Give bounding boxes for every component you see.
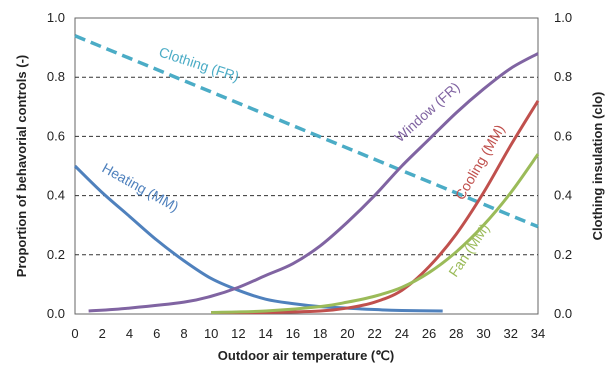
y-tick-label-4: 0.8: [47, 69, 65, 84]
x-tick-label-14: 14: [258, 326, 272, 341]
series-label-cooling-mm: Cooling (MM): [452, 122, 508, 203]
series-line-fan-mm: [211, 153, 540, 315]
series-line-window-fr: [88, 52, 539, 313]
x-tick-label-24: 24: [395, 326, 409, 341]
series-label-window-fr: Window (FR): [391, 79, 462, 146]
x-tick-label-22: 22: [367, 326, 381, 341]
x-tick-label-4: 4: [126, 326, 133, 341]
x-tick-label-18: 18: [313, 326, 327, 341]
series-line-clothing-fr: [74, 34, 539, 229]
y-tick-label-0: 0.0: [47, 306, 65, 321]
x-tick-label-10: 10: [204, 326, 218, 341]
x-tick-label-34: 34: [531, 326, 545, 341]
x-axis-ticks: 0 2 4 6 8 10 12 14 16 18 20 22 24 26 28 30 32 34: [71, 326, 545, 341]
y2-tick-label-0: 0.0: [554, 306, 572, 321]
y2-tick-label-5: 1.0: [554, 10, 572, 25]
y2-tick-label-4: 0.8: [554, 69, 572, 84]
x-tick-label-20: 20: [340, 326, 354, 341]
series-line-heating-mm: [73, 164, 443, 313]
x-tick-label-8: 8: [180, 326, 187, 341]
y-tick-label-5: 1.0: [47, 10, 65, 25]
x-tick-label-2: 2: [99, 326, 106, 341]
series-label-fan-mm: Fan (MM): [445, 220, 492, 279]
y-tick-label-1: 0.2: [47, 247, 65, 262]
series-label-heating-mm: Heating (MM): [100, 160, 182, 215]
y2-axis-ticks: 0.0 0.2 0.4 0.6 0.8 1.0: [554, 10, 572, 321]
series-label-clothing-fr: Clothing (FR): [157, 44, 241, 85]
y-axis-title: Proportion of behavorial controls (-): [14, 55, 29, 277]
y-tick-label-2: 0.4: [47, 188, 65, 203]
x-axis-title: Outdoor air temperature (℃): [218, 348, 394, 363]
x-tick-label-16: 16: [286, 326, 300, 341]
y2-tick-label-1: 0.2: [554, 247, 572, 262]
y2-axis-title: Clothing insulation (clo): [590, 92, 605, 241]
y-axis-ticks: 0.0 0.2 0.4 0.6 0.8 1.0: [47, 10, 65, 321]
y2-tick-label-3: 0.6: [554, 128, 572, 143]
x-tick-label-0: 0: [71, 326, 78, 341]
y2-tick-label-2: 0.4: [554, 188, 572, 203]
y-tick-label-3: 0.6: [47, 128, 65, 143]
x-tick-label-28: 28: [449, 326, 463, 341]
x-tick-label-12: 12: [231, 326, 245, 341]
series-lines: [73, 34, 540, 315]
x-tick-label-30: 30: [476, 326, 490, 341]
x-tick-label-26: 26: [422, 326, 436, 341]
x-tick-label-6: 6: [153, 326, 160, 341]
series-line-cooling-mm: [211, 100, 540, 315]
x-tick-label-32: 32: [504, 326, 518, 341]
